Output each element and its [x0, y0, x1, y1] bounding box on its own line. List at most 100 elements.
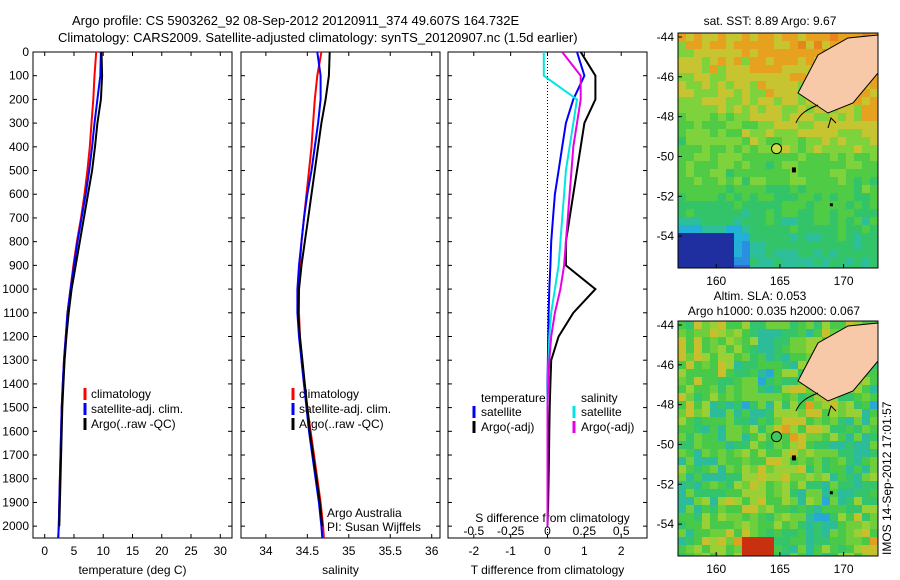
map-cell	[822, 321, 830, 329]
map-cell	[854, 209, 862, 217]
map-cell	[726, 193, 734, 201]
map-cell	[854, 497, 862, 505]
map-cell	[766, 265, 774, 268]
map-cell	[838, 249, 846, 257]
map-cell	[758, 225, 766, 233]
map-cell	[774, 233, 782, 241]
map-cell	[798, 449, 806, 457]
map-cell	[694, 73, 702, 81]
map-cell	[862, 457, 870, 465]
map-cell	[838, 433, 846, 441]
plot-area	[240, 51, 441, 539]
series-line	[546, 52, 582, 527]
map-cell	[678, 153, 686, 161]
map-cell	[734, 457, 742, 465]
map-cell	[686, 369, 694, 377]
map-cell	[726, 473, 734, 481]
map-cell	[870, 537, 878, 545]
map-cell	[694, 225, 702, 233]
map-cell	[734, 481, 742, 489]
map-cell	[790, 433, 798, 441]
map-cell	[726, 129, 734, 137]
map-cell	[870, 121, 878, 129]
map-cell	[790, 177, 798, 185]
map-cell	[750, 401, 758, 409]
map-cell	[718, 489, 726, 497]
map-cell	[766, 505, 774, 513]
map-cell	[694, 449, 702, 457]
map-cell	[798, 401, 806, 409]
map-cell	[782, 417, 790, 425]
map-cell	[838, 321, 846, 329]
map-cell	[798, 553, 806, 556]
map-cell	[798, 145, 806, 153]
map-cell	[702, 521, 710, 529]
map-cell	[718, 353, 726, 361]
map-cell	[678, 241, 686, 249]
map-cell	[782, 329, 790, 337]
map-cell	[734, 57, 742, 65]
map-cell	[870, 545, 878, 553]
x-tick-label: 15	[126, 544, 140, 558]
map-cell	[718, 329, 726, 337]
map-cell	[870, 113, 878, 121]
map-cell	[678, 129, 686, 137]
legend-label: satellite	[481, 405, 522, 419]
map-cell	[710, 201, 718, 209]
map-cell	[854, 121, 862, 129]
x-tick-label: 10	[97, 544, 111, 558]
map-cell	[814, 121, 822, 129]
map-cell	[702, 97, 710, 105]
map-cell	[862, 257, 870, 265]
map-cell	[782, 249, 790, 257]
map-cell	[718, 433, 726, 441]
map-cell	[694, 241, 702, 249]
map-cell	[798, 121, 806, 129]
map-cell	[854, 185, 862, 193]
map-cell	[830, 161, 838, 169]
map-cell	[750, 169, 758, 177]
map-cell	[822, 401, 830, 409]
map-cell	[766, 241, 774, 249]
map-cell	[718, 89, 726, 97]
map-cell	[862, 521, 870, 529]
map-cell	[822, 473, 830, 481]
map-cell	[758, 337, 766, 345]
map-cell	[742, 233, 750, 241]
map-cell	[726, 257, 734, 265]
map-cell	[686, 545, 694, 553]
x-axis-label: salinity	[322, 563, 359, 577]
map-cell	[694, 49, 702, 57]
map-cell	[870, 417, 878, 425]
map-cell	[806, 121, 814, 129]
map-cell	[726, 521, 734, 529]
map-cell	[710, 345, 718, 353]
map-cell	[822, 553, 830, 556]
map-cell	[766, 49, 774, 57]
legend-label: climatology	[299, 387, 359, 401]
map-cell	[702, 513, 710, 521]
map-cell	[870, 481, 878, 489]
map-cell	[758, 345, 766, 353]
map-cell	[734, 105, 742, 113]
temperature-profile: 0100200300400500600700800900100011001200…	[2, 45, 233, 577]
map-cell	[766, 217, 774, 225]
map-cell	[766, 201, 774, 209]
map-cell	[790, 193, 798, 201]
map-cell	[702, 65, 710, 73]
map-cell	[870, 449, 878, 457]
map-title: Altim. SLA: 0.053	[714, 289, 807, 303]
map-cell	[766, 129, 774, 137]
map-cell	[726, 41, 734, 49]
map-cell	[734, 137, 742, 145]
map-cell	[798, 345, 806, 353]
map-cell	[742, 385, 750, 393]
map-cell	[742, 417, 750, 425]
map-cell	[790, 481, 798, 489]
map-cell	[686, 73, 694, 81]
x-tick-label: 170	[834, 562, 854, 576]
map-cell	[830, 417, 838, 425]
map-cell	[726, 417, 734, 425]
map-cell	[726, 457, 734, 465]
